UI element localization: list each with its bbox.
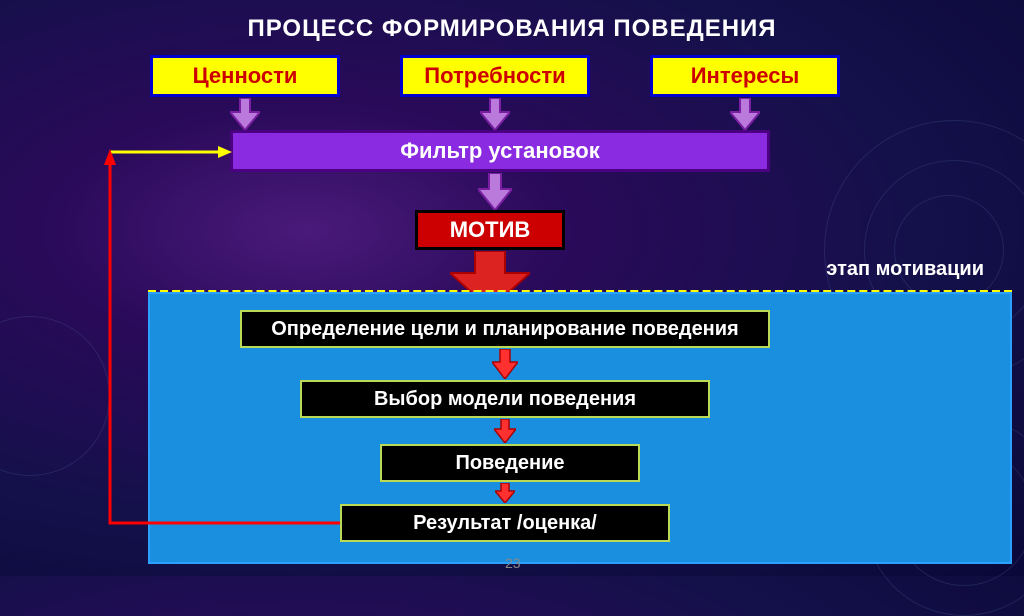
box-needs: Потребности [400, 55, 590, 97]
step-model: Выбор модели поведения [300, 380, 710, 418]
arrow-values-down [230, 98, 260, 130]
slide-number: 23 [505, 555, 521, 571]
step-behavior: Поведение [380, 444, 640, 482]
arrow-interests-down [730, 98, 760, 130]
arrow-s1-s2 [492, 349, 518, 379]
stage-label: этап мотивации [826, 258, 984, 281]
box-values: Ценности [150, 55, 340, 97]
diagram-title: ПРОЦЕСС ФОРМИРОВАНИЯ ПОВЕДЕНИЯ [0, 15, 1024, 43]
feedback-arrow-red [100, 145, 345, 540]
step-result: Результат /оценка/ [340, 504, 670, 542]
arrow-s3-s4 [495, 483, 515, 503]
arrow-needs-down [480, 98, 510, 130]
box-interests: Интересы [650, 55, 840, 97]
box-motive: МОТИВ [415, 210, 565, 250]
arrow-s2-s3 [494, 419, 516, 443]
arrow-filter-motive [478, 173, 512, 210]
